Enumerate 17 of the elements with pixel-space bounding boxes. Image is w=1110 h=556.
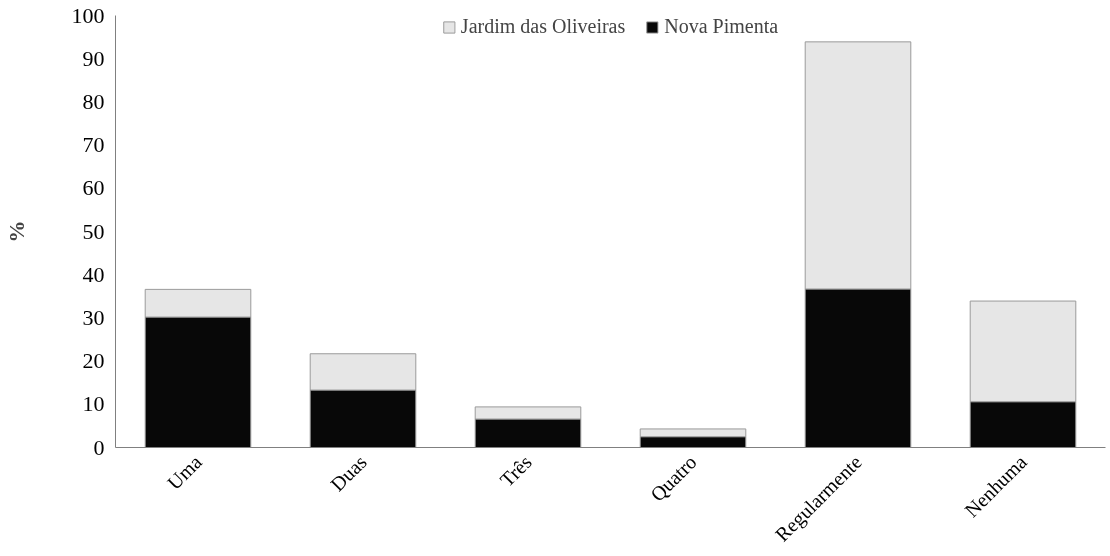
y-tick-label: 60 [82, 175, 105, 201]
legend-label: Nova Pimenta [664, 15, 779, 38]
y-tick-label: 0 [93, 434, 105, 460]
y-tick-label: 50 [82, 218, 105, 244]
y-tick-label: 90 [82, 45, 105, 71]
x-tick-label: Duas [326, 450, 371, 496]
x-tick-label: Três [495, 450, 536, 491]
y-axis-title: % [3, 220, 29, 243]
y-tick-label: 80 [82, 88, 105, 114]
y-tick-label: 40 [82, 261, 105, 287]
y-tick-label: 70 [82, 132, 105, 158]
legend-label: Jardim das Oliveiras [460, 15, 626, 38]
y-tick-label: 20 [82, 348, 105, 374]
y-tick-label: 100 [71, 2, 105, 28]
y-tick-label: 10 [82, 391, 105, 417]
y-tick-label: 30 [82, 304, 105, 330]
x-tick-label: Uma [162, 450, 206, 494]
